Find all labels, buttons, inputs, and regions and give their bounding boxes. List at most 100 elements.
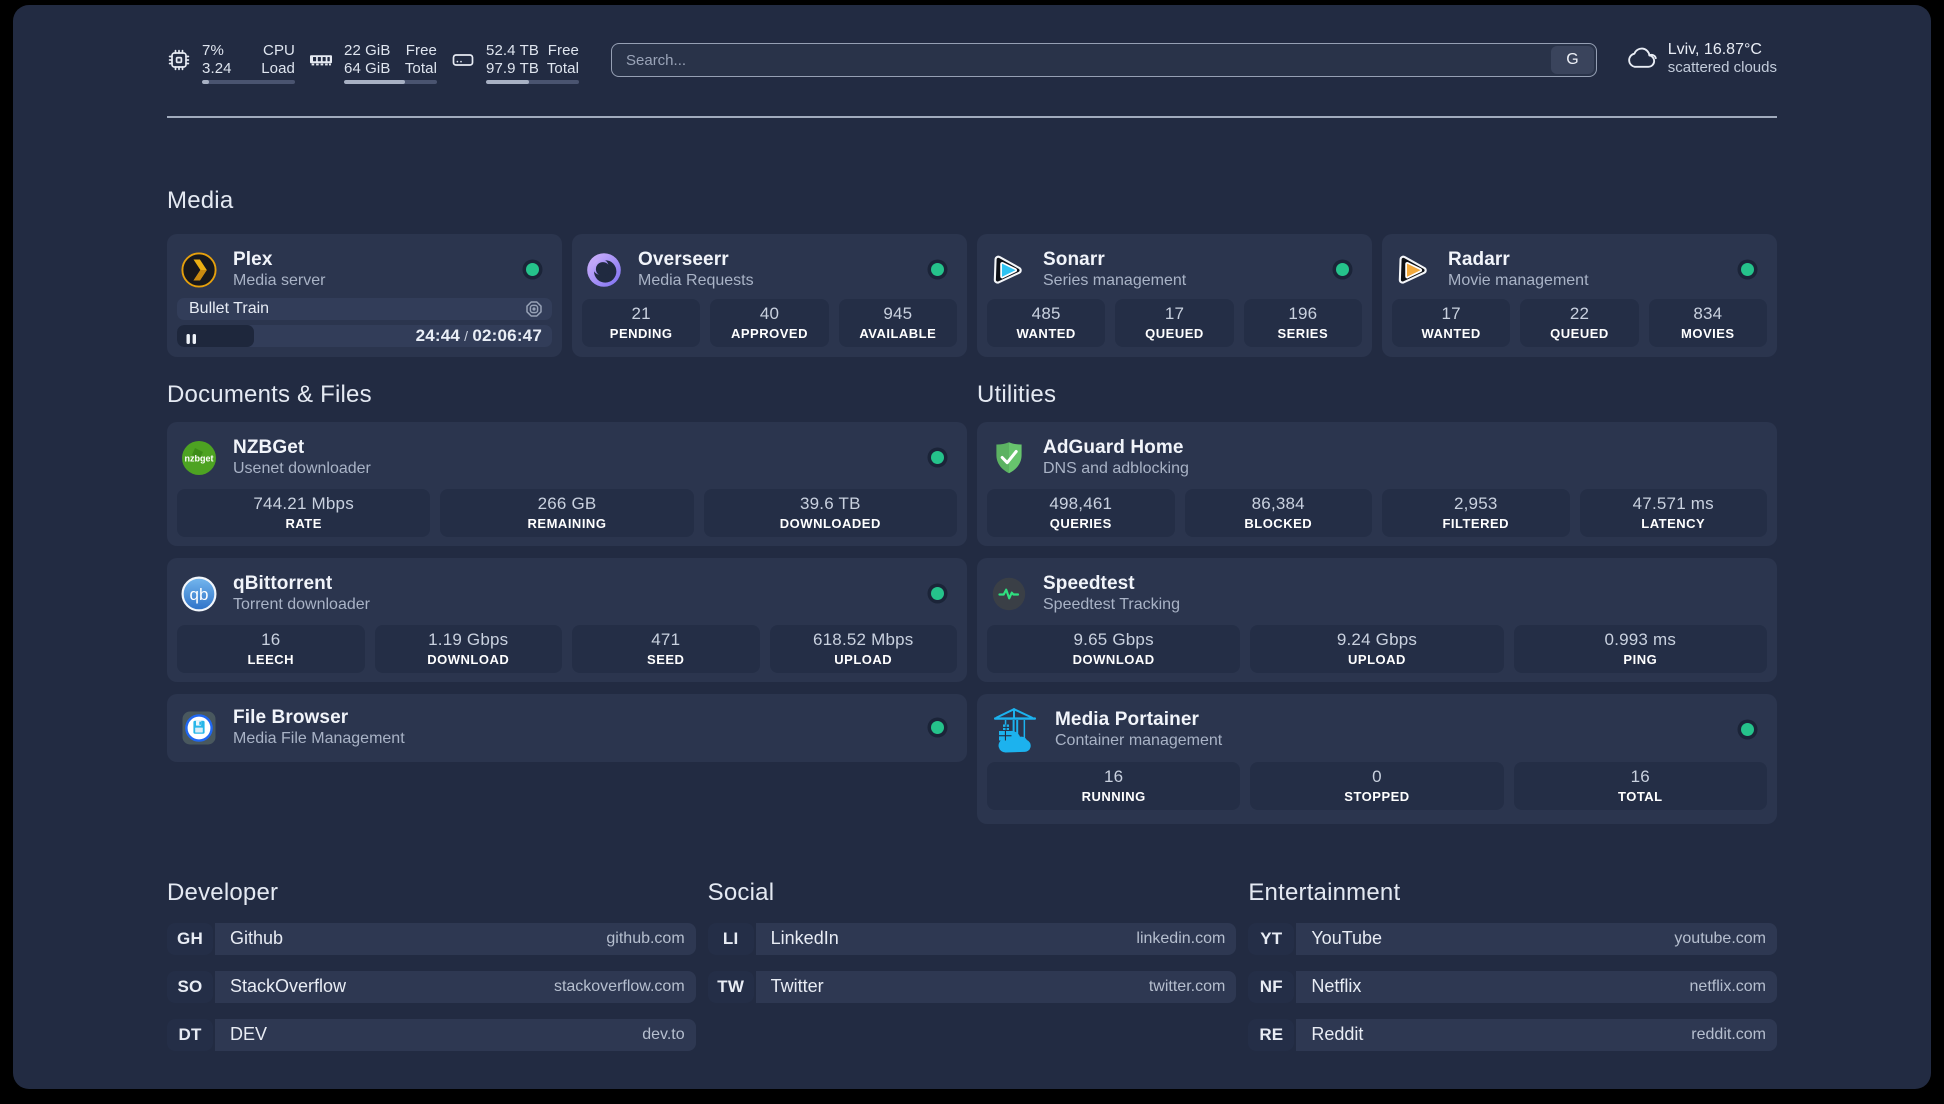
service-meta: AdGuard Home DNS and adblocking	[1043, 437, 1189, 478]
service-meta: Plex Media server	[233, 249, 325, 290]
stat-block: 40 APPROVED	[710, 298, 829, 347]
stat-block: 266 GB REMAINING	[440, 488, 694, 537]
stat-value: 945	[883, 303, 913, 323]
stat-label: SEED	[647, 651, 685, 667]
stat-label: UPLOAD	[1348, 651, 1406, 667]
stat-value: 266 GB	[537, 493, 597, 513]
stat-block: 9.65 Gbps DOWNLOAD	[987, 624, 1241, 673]
stat-block: 618.52 Mbps UPLOAD	[769, 624, 957, 673]
stat-block: 16 LEECH	[177, 624, 365, 673]
svg-text:qb: qb	[190, 585, 209, 604]
qbittorrent-icon: qb	[181, 576, 217, 612]
stat-block: 22 QUEUED	[1520, 298, 1639, 347]
status-dot-online	[931, 451, 944, 464]
bookmark-netflix[interactable]: NF Netflix netflix.com	[1248, 970, 1777, 1003]
stat-value: 39.6 TB	[800, 493, 861, 513]
stat-value: 17	[1164, 303, 1185, 323]
service-stats-row: 498,461 QUERIES 86,384 BLOCKED 2,953 FILTERED…	[987, 488, 1767, 537]
stat-label: TOTAL	[1618, 788, 1663, 804]
bookmark-linkedin[interactable]: LI LinkedIn linkedin.com	[707, 922, 1237, 955]
service-stats-row: 21 PENDING 40 APPROVED 945 AVAILABLE	[582, 298, 957, 347]
bookmark-url: linkedin.com	[1136, 929, 1226, 947]
service-stats-row: 17 WANTED 22 QUEUED 834 MOVIES	[1392, 298, 1767, 347]
stat-label: DOWNLOAD	[1072, 651, 1155, 667]
resource-label: Load	[261, 60, 295, 77]
service-card-header: nzbget NZBGet Usenet downloader	[177, 432, 957, 478]
service-meta: Speedtest Speedtest Tracking	[1043, 572, 1180, 614]
status-dot-online	[1336, 263, 1349, 276]
resource-label: Free	[547, 42, 579, 59]
stat-value: 618.52 Mbps	[813, 629, 914, 649]
bookmark-name: DEV	[230, 1024, 268, 1044]
search-provider-button[interactable]: G	[1551, 46, 1594, 74]
service-description: Container management	[1055, 731, 1223, 749]
stat-block: 39.6 TB DOWNLOADED	[703, 488, 957, 537]
bookmark-dev[interactable]: DT DEV dev.to	[167, 1018, 696, 1051]
resource-readout: 52.4 TB Free 97.9 TB Total	[486, 41, 579, 84]
service-description: Speedtest Tracking	[1043, 595, 1180, 613]
service-card-plex[interactable]: Plex Media server Bullet Train 24:44 / 02:…	[167, 233, 562, 357]
status-dot-online	[931, 721, 944, 734]
service-stats-row: 485 WANTED 17 QUEUED 196 SERIES	[987, 298, 1362, 347]
service-card-adguard-home[interactable]: AdGuard Home DNS and adblocking 498,461 QUE…	[977, 421, 1777, 546]
resource-value: 52.4 TB	[486, 42, 539, 59]
service-description: Usenet downloader	[233, 459, 371, 477]
resource-widget: 22 GiB Free 64 GiB Total	[309, 41, 437, 84]
resource-value: 22 GiB	[344, 42, 391, 59]
adguard-icon	[991, 440, 1027, 476]
pause-icon[interactable]	[186, 331, 197, 344]
search-input[interactable]: Search...	[626, 51, 687, 69]
stat-block: 16 TOTAL	[1513, 761, 1767, 810]
stat-label: QUEUED	[1145, 325, 1204, 341]
service-card-file-browser[interactable]: File Browser Media File Management	[167, 693, 967, 762]
stat-block: 471 SEED	[572, 624, 760, 673]
service-meta: NZBGet Usenet downloader	[233, 437, 371, 478]
bookmark-rows: LI LinkedIn linkedin.com TW Twitter twitter.c…	[707, 922, 1237, 1003]
stat-block: 2,953 FILTERED	[1382, 488, 1570, 537]
playback-position: 24:44	[415, 325, 461, 345]
service-card-speedtest[interactable]: Speedtest Speedtest Tracking 9.65 Gbps DOWN…	[977, 557, 1777, 682]
weather-widget[interactable]: Lviv, 16.87°C scattered clouds	[1625, 41, 1777, 78]
stat-block: 945 AVAILABLE	[838, 298, 957, 347]
bookmark-stackoverflow[interactable]: SO StackOverflow stackoverflow.com	[167, 970, 696, 1003]
resource-progress-bar	[486, 80, 579, 84]
stat-value: 22	[1569, 303, 1590, 323]
stat-value: 16	[261, 629, 281, 649]
bookmark-url: netflix.com	[1689, 977, 1766, 995]
service-card-media-portainer[interactable]: Media Portainer Container management 16 RUN…	[977, 693, 1777, 824]
bookmark-body: Netflix netflix.com	[1296, 970, 1777, 1003]
dashboard-window: 7% CPU 3.24 Load 22 GiB Free 64 GiB Total 52.4…	[13, 5, 1931, 1089]
bookmark-youtube[interactable]: YT YouTube youtube.com	[1248, 922, 1777, 955]
nzbget-icon: nzbget	[181, 440, 217, 476]
disk-icon	[451, 48, 475, 72]
stat-label: STOPPED	[1344, 788, 1410, 804]
playback-progress-row[interactable]: 24:44 / 02:06:47	[177, 324, 552, 347]
bookmark-twitter[interactable]: TW Twitter twitter.com	[707, 970, 1237, 1003]
bookmark-abbr: SO	[167, 970, 213, 1003]
bookmark-reddit[interactable]: RE Reddit reddit.com	[1248, 1018, 1777, 1051]
status-dot-online	[931, 587, 944, 600]
stat-value: 2,953	[1453, 493, 1498, 513]
weather-location: Lviv, 16.87°C	[1667, 41, 1762, 58]
stat-block: 498,461 QUERIES	[987, 488, 1175, 537]
service-card-sonarr[interactable]: Sonarr Series management 485 WANTED 17 QUEUED…	[977, 233, 1372, 357]
service-card-nzbget[interactable]: nzbget NZBGet Usenet downloader 744.21 Mbps…	[167, 421, 967, 546]
service-card-header: Speedtest Speedtest Tracking	[987, 568, 1767, 614]
bookmark-github[interactable]: GH Github github.com	[167, 922, 696, 955]
bookmark-name: LinkedIn	[770, 928, 839, 948]
stat-label: APPROVED	[731, 325, 808, 341]
stat-label: RUNNING	[1081, 788, 1146, 804]
bookmark-group-title: Entertainment	[1248, 878, 1401, 906]
bookmark-body: YouTube youtube.com	[1296, 922, 1777, 955]
section-column-utilities: Utilities AdGuard Home DNS and adblocking…	[977, 380, 1777, 824]
bookmark-abbr: DT	[167, 1018, 213, 1051]
stat-value: 16	[1104, 766, 1124, 786]
service-card-qbittorrent[interactable]: qb qBittorrent Torrent downloader 16 LEECH 1.…	[167, 557, 967, 682]
stat-block: 17 WANTED	[1392, 298, 1511, 347]
service-card-radarr[interactable]: Radarr Movie management 17 WANTED 22 QUEUED 83…	[1382, 233, 1777, 357]
search-bar[interactable]: Search... G	[611, 43, 1597, 77]
bookmark-url: youtube.com	[1674, 929, 1766, 947]
stat-block: 9.24 Gbps UPLOAD	[1250, 624, 1504, 673]
service-card-overseerr[interactable]: Overseerr Media Requests 21 PENDING 40 APPROV…	[572, 233, 967, 357]
service-name: Speedtest	[1043, 572, 1135, 594]
